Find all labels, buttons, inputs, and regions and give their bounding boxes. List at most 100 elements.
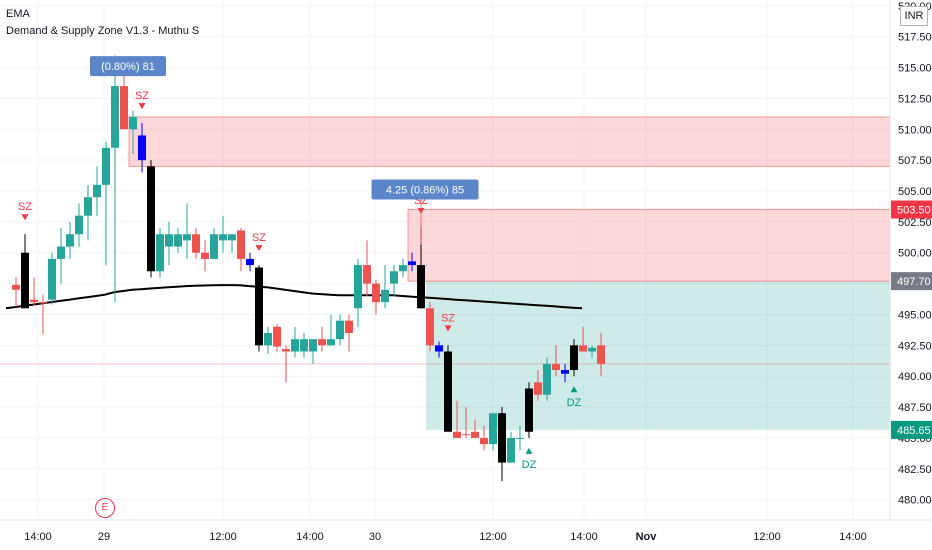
candle-body <box>471 431 479 438</box>
candle-body <box>210 234 218 259</box>
measure-box <box>371 179 479 200</box>
candle-body <box>102 147 110 185</box>
supply-zone-signal-label: SZ <box>135 90 149 102</box>
demand-signal-arrow <box>570 386 578 393</box>
candle-body <box>318 339 326 346</box>
candle-body <box>282 349 290 352</box>
candle-body <box>237 230 245 259</box>
dsz-indicator-label[interactable]: Demand & Supply Zone V1.3 - Muthu S <box>6 25 200 37</box>
candle-body <box>39 302 47 304</box>
candle-body <box>57 246 65 259</box>
measurement-layer: (0.80%) 81 4.25 (0.86%) 85 <box>90 56 479 245</box>
candle-body <box>264 332 272 346</box>
candle-body <box>435 345 443 352</box>
candle-body <box>345 320 353 333</box>
supply-signal-arrow <box>444 325 452 332</box>
x-tick-label: 12:00 <box>753 531 781 543</box>
price-tag <box>891 200 932 219</box>
candle-body <box>588 347 596 352</box>
candle-body <box>516 437 524 439</box>
demand-zone-signal-label: DZ <box>522 459 537 471</box>
candle-body <box>498 413 506 463</box>
x-tick-label: 14:00 <box>24 531 52 543</box>
currency-badge[interactable]: INR <box>900 6 928 26</box>
candle-body <box>534 382 542 395</box>
price-tag-label: 503.50 <box>897 205 931 217</box>
y-tick-label: 502.50 <box>898 217 932 229</box>
candle-body <box>12 284 20 290</box>
candle-body <box>579 345 587 352</box>
supply-signal-arrow <box>138 103 146 110</box>
supply-zone <box>128 116 891 167</box>
y-tick-label: 490.00 <box>898 371 932 383</box>
price-tag <box>891 272 932 291</box>
candle-body <box>21 252 29 309</box>
candle-body <box>453 431 461 438</box>
candle-body <box>138 135 146 161</box>
y-tick-label: 480.00 <box>898 495 932 507</box>
candle-body <box>336 320 344 340</box>
x-tick-label: 30 <box>369 531 381 543</box>
candle-body <box>84 197 92 216</box>
candle-body <box>327 339 335 346</box>
candle-body <box>255 267 263 346</box>
supply-zone-signal-label: SZ <box>18 201 32 213</box>
candle-body <box>219 234 227 241</box>
candle-body <box>408 261 416 266</box>
candle-body <box>552 363 560 371</box>
candle-body <box>570 345 578 371</box>
supply-zone-signal-label: SZ <box>441 312 455 324</box>
candle-body <box>156 234 164 272</box>
y-tick-label: 482.50 <box>898 464 932 476</box>
x-tick-label: 14:00 <box>839 531 867 543</box>
price-tag-label: 485.65 <box>897 425 931 437</box>
earnings-icon[interactable]: E <box>95 498 115 518</box>
y-tick-label: 510.00 <box>898 124 932 136</box>
candle-body <box>300 339 308 352</box>
ema-layer <box>5 284 583 310</box>
y-tick-label: 507.50 <box>898 155 932 167</box>
candles-layer <box>12 55 605 482</box>
supply-zone <box>407 209 891 282</box>
candle-body <box>372 283 380 303</box>
demand-signal-arrow <box>525 447 533 454</box>
candle-body <box>165 234 173 247</box>
price-tag-label: 497.70 <box>897 276 931 288</box>
candle-body <box>480 437 488 445</box>
candle-body <box>462 434 470 436</box>
y-tick-label: 515.00 <box>898 63 932 75</box>
candle-body <box>129 116 137 130</box>
x-tick-label: 12:00 <box>209 531 237 543</box>
candle-body <box>309 339 317 352</box>
y-tick-label: 495.00 <box>898 309 932 321</box>
candle-body <box>75 215 83 235</box>
candle-body <box>147 166 155 272</box>
candle-body <box>183 234 191 241</box>
candle-body <box>444 351 452 432</box>
x-tick-label: 29 <box>98 531 110 543</box>
candle-body <box>273 326 281 347</box>
candle-body <box>399 265 407 272</box>
x-tick-label: 14:00 <box>570 531 598 543</box>
measure-text: 4.25 (0.86%) 85 <box>386 185 464 197</box>
candle-body <box>48 258 56 300</box>
demand-zone <box>426 281 890 430</box>
candle-body <box>561 370 569 374</box>
candle-body <box>390 271 398 284</box>
candle-body <box>66 234 74 247</box>
candle-body <box>192 234 200 253</box>
x-tick-label: Nov <box>636 531 658 543</box>
candle-body <box>363 265 371 284</box>
candle-body <box>543 363 551 395</box>
y-tick-label: 517.50 <box>898 32 932 44</box>
measure-text: (0.80%) 81 <box>101 61 155 73</box>
ema-indicator-label[interactable]: EMA <box>6 8 30 20</box>
y-tick-label: 492.50 <box>898 340 932 352</box>
x-tick-label: 12:00 <box>479 531 507 543</box>
candle-body <box>525 388 533 432</box>
candle-body <box>381 289 389 303</box>
supply-signal-arrow <box>255 245 263 252</box>
y-tick-label: 512.50 <box>898 93 932 105</box>
